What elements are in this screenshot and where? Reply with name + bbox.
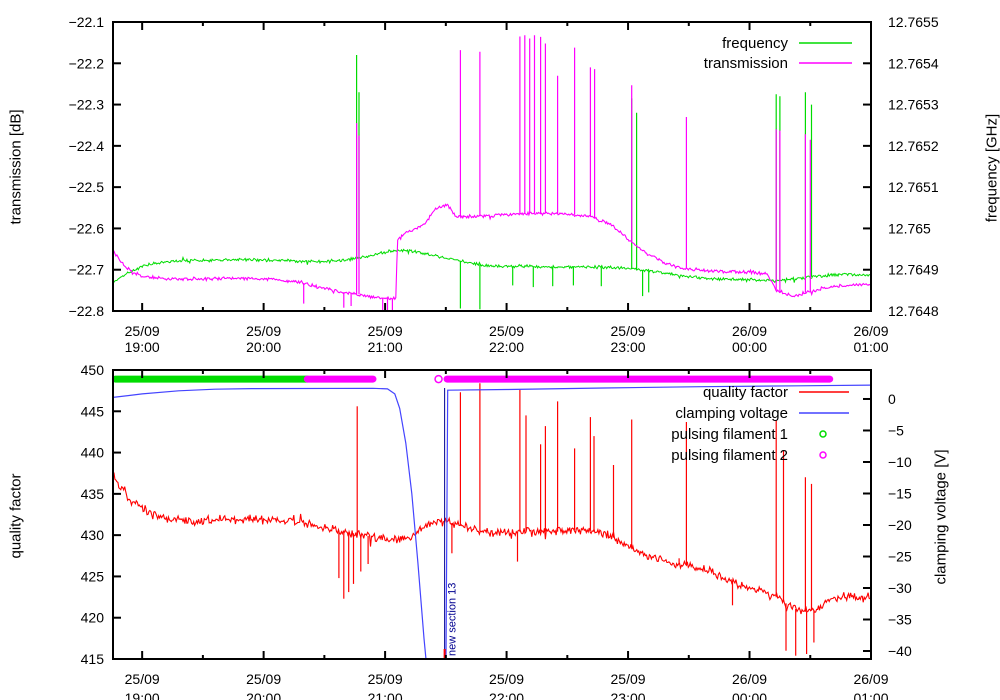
y-right-tick-label: 12.7651 [888, 179, 939, 195]
bottom-left-axis-title: quality factor [7, 473, 25, 559]
x-tick-label-time: 23:00 [611, 690, 646, 700]
y-left-tick-label: 425 [81, 568, 105, 584]
x-tick-label-time: 21:00 [368, 339, 403, 355]
y-right-tick-label: 12.7648 [888, 303, 939, 319]
series-transmission [113, 203, 871, 301]
plot-1-border [112, 369, 872, 660]
x-tick-label-time: 20:00 [246, 339, 281, 355]
y-left-tick-label: 440 [81, 445, 105, 461]
y-right-tick-label: 12.7649 [888, 262, 939, 278]
x-tick-label-time: 00:00 [732, 339, 767, 355]
y-left-tick-label: −22.1 [69, 14, 105, 30]
y-right-tick-label: 12.7654 [888, 55, 939, 71]
y-right-tick-label: 12.7655 [888, 14, 939, 30]
x-tick-label-time: 19:00 [125, 339, 160, 355]
plot-1-series [113, 383, 871, 659]
y-left-tick-label: 445 [81, 403, 105, 419]
x-tick-label-date: 25/09 [246, 323, 281, 339]
y-right-tick-label: −40 [888, 643, 912, 659]
y-right-tick-label: −20 [888, 517, 912, 533]
y-left-tick-label: 415 [81, 651, 105, 667]
x-tick-label-time: 21:00 [368, 690, 403, 700]
y-right-tick-label: −25 [888, 548, 912, 564]
x-tick-label-date: 25/09 [246, 671, 281, 687]
y-left-tick-label: −22.3 [69, 97, 105, 113]
x-tick-label-time: 01:00 [853, 690, 888, 700]
y-left-tick-label: −22.2 [69, 55, 105, 71]
x-tick-label-date: 26/09 [732, 323, 767, 339]
plot-0-series [113, 35, 871, 311]
x-tick-label-date: 25/09 [368, 323, 403, 339]
legend-label-quality-factor: quality factor [703, 384, 788, 401]
y-left-tick-label: 435 [81, 486, 105, 502]
y-right-tick-label: −15 [888, 485, 912, 501]
legend-label-frequency: frequency [722, 35, 788, 52]
y-right-tick-label: 12.7653 [888, 97, 939, 113]
legend-sample-pulsing-filament-2 [819, 451, 827, 459]
y-right-tick-label: −5 [888, 422, 904, 438]
y-right-tick-label: 0 [888, 391, 896, 407]
x-tick-label-time: 19:00 [125, 690, 160, 700]
y-right-tick-label: 12.7652 [888, 138, 939, 154]
legend-label-pulsing-filament-2: pulsing filament 2 [671, 447, 788, 464]
y-left-tick-label: 430 [81, 527, 105, 543]
y-right-tick-label: −35 [888, 611, 912, 627]
plot-0-border [112, 21, 872, 312]
x-tick-label-time: 20:00 [246, 690, 281, 700]
bottom-right-axis-title: clamping voltage [V] [932, 449, 950, 585]
x-tick-label-time: 22:00 [489, 690, 524, 700]
y-left-tick-label: 420 [81, 610, 105, 626]
x-tick-label-date: 25/09 [489, 671, 524, 687]
y-left-tick-label: 450 [81, 362, 105, 378]
x-tick-label-date: 26/09 [732, 671, 767, 687]
y-right-tick-label: −10 [888, 454, 912, 470]
x-tick-label-time: 22:00 [489, 339, 524, 355]
y-right-tick-label: 12.765 [888, 220, 931, 236]
y-left-tick-label: −22.8 [69, 303, 105, 319]
y-left-tick-label: −22.6 [69, 220, 105, 236]
x-tick-label-date: 25/09 [368, 671, 403, 687]
legend-label-pulsing-filament-1: pulsing filament 1 [671, 426, 788, 443]
x-tick-label-date: 25/09 [125, 323, 160, 339]
series-clamping-voltage [113, 384, 871, 659]
top-right-axis-title: frequency [GHz] [983, 113, 1000, 223]
x-tick-label-time: 00:00 [732, 690, 767, 700]
y-left-tick-label: −22.7 [69, 262, 105, 278]
series-frequency [113, 248, 871, 284]
y-left-tick-label: −22.4 [69, 138, 105, 154]
x-tick-label-date: 26/09 [853, 671, 888, 687]
annotation-new-section-text: new section 13 [447, 583, 459, 656]
y-right-tick-label: −30 [888, 580, 912, 596]
series-quality-factor [113, 472, 871, 615]
x-tick-label-time: 23:00 [611, 339, 646, 355]
x-tick-label-date: 25/09 [611, 671, 646, 687]
x-tick-label-time: 01:00 [853, 339, 888, 355]
x-tick-label-date: 25/09 [489, 323, 524, 339]
legend-label-clamping-voltage: clamping voltage [675, 405, 788, 422]
y-left-tick-label: −22.5 [69, 179, 105, 195]
top-left-axis-title: transmission [dB] [7, 109, 25, 225]
x-tick-label-date: 25/09 [125, 671, 160, 687]
pulse-lone-marker [434, 374, 443, 384]
x-tick-label-date: 26/09 [853, 323, 888, 339]
x-tick-label-date: 25/09 [611, 323, 646, 339]
legend-label-transmission: transmission [704, 55, 788, 72]
legend-sample-pulsing-filament-1 [819, 430, 827, 438]
